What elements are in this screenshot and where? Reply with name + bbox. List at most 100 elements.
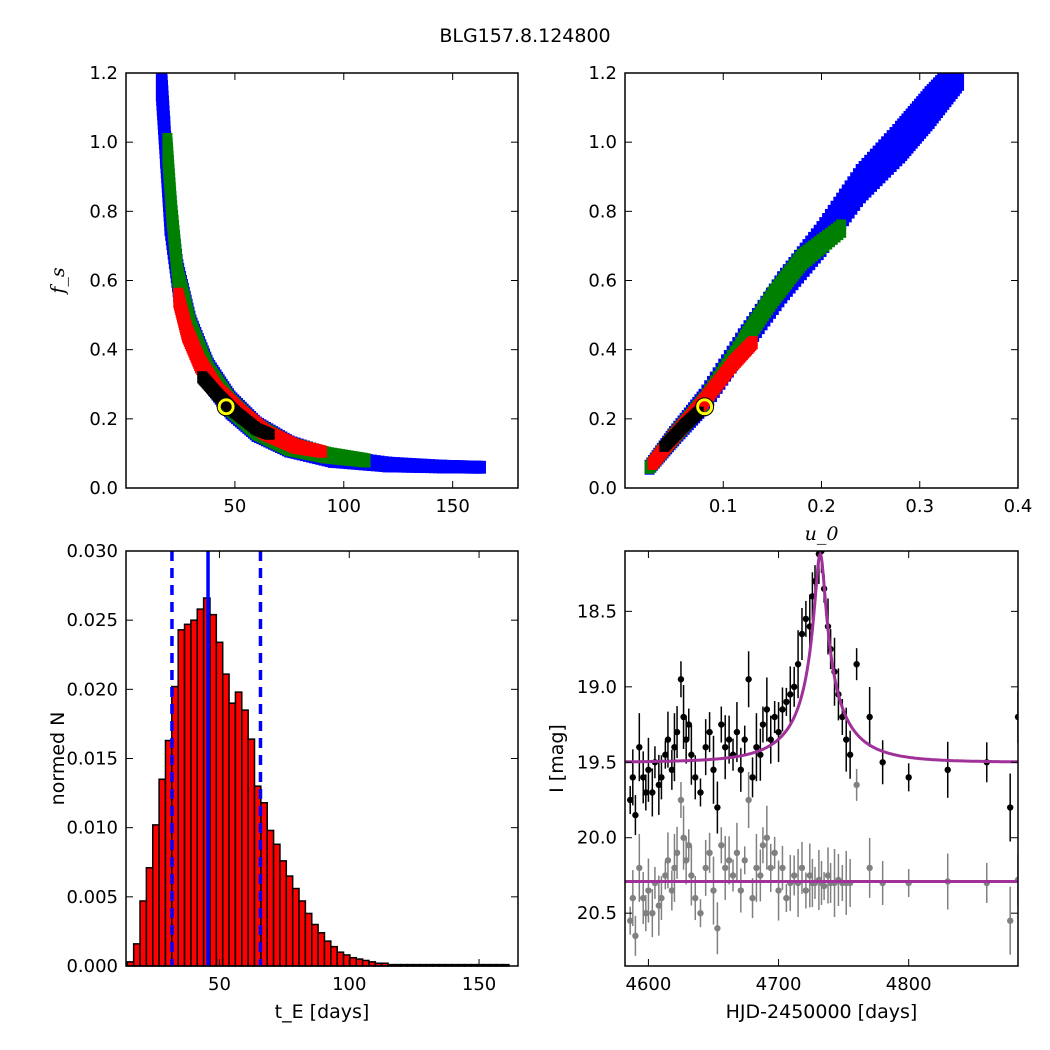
tE_vs_fs-frame [125,72,519,489]
u0_vs_fs-axes: 0.1 0.2 0.3 0.4 0.0 0.2 0.4 0.6 0.8 1.0 1.2 [588,63,1032,517]
histogram-bar [285,875,294,967]
data-point [629,774,637,781]
histogram-bar [247,738,256,967]
data-point [702,743,709,751]
data-point [737,887,745,894]
data-point [710,766,717,774]
tE_vs_fs-ylabel: f_s [47,267,69,296]
histogram-bar [215,641,224,967]
data-point [802,615,810,623]
tE_histogram-axes: 50 100 150 0.000 0.005 0.010 0.015 0.020 0.025 0.… [66,541,519,995]
x-tick-label: 0.2 [807,496,836,517]
data-point [714,925,721,932]
tE-histogram-bars [126,551,510,967]
data-point [645,887,652,894]
data-point [725,736,733,743]
data-point [767,864,774,872]
data-point [771,713,778,721]
data-point [843,736,850,743]
data-point [642,909,650,917]
histogram-bar [336,951,345,967]
data-point [662,872,669,879]
data-point [879,759,886,766]
data-point [790,683,798,691]
data-point [677,676,685,683]
data-point [673,849,681,857]
y-tick-label: 0.010 [66,818,118,839]
data-point [718,721,725,728]
data-point [718,842,725,849]
light_curve-ylabel: I [mag] [546,724,568,793]
data-point [779,706,786,713]
data-point [771,849,778,857]
data-point [798,630,806,638]
data-point [632,811,639,819]
histogram-bar [228,702,237,967]
light-curve-plot [625,551,1018,956]
y-tick-label: 0.2 [89,409,118,430]
y-tick-label: 0.015 [66,749,118,770]
light_curve-xlabel: HJD-2450000 [days] [726,1001,918,1023]
data-point [745,796,752,804]
x-tick-label: 4800 [886,974,932,995]
data-point [846,751,854,758]
data-point [729,872,737,879]
tE_histogram-ylabel: normed N [47,712,69,806]
x-tick-label: 0.1 [709,496,738,517]
y-tick-label: 0.6 [588,271,617,292]
y-tick-label: 1.0 [89,132,118,153]
data-point [632,932,639,940]
histogram-bar [151,824,160,967]
x-tick-label: 100 [327,496,361,517]
y-tick-label: 1.2 [89,63,118,84]
data-point [636,743,643,751]
y-tick-label: 0.005 [66,887,118,908]
x-tick-label: 150 [462,974,496,995]
y-tick-label: 0.0 [588,478,617,499]
data-point [757,751,764,758]
data-point [741,736,748,743]
data-point [824,872,832,879]
x-tick-label: 0.3 [905,496,934,517]
y-tick-label: 0.0 [89,478,118,499]
data-point [853,781,860,789]
y-tick-label: 0.030 [66,541,118,562]
data-point [645,766,652,774]
data-point [775,728,782,736]
y-tick-label: 0.6 [89,271,118,292]
u0_vs_fs-density [644,73,965,475]
x-tick-label: 0.4 [1004,496,1033,517]
x-tick-label: 4700 [756,974,802,995]
data-point [706,728,713,736]
y-tick-label: 20.0 [577,828,617,849]
data-point [682,857,690,864]
data-point [655,902,663,909]
histogram-bar [323,940,332,967]
light_curve-frame [624,550,1019,967]
best-fit-marker [217,398,235,416]
data-point [662,751,669,758]
histogram-bar [349,956,358,967]
histogram-bar [183,623,192,967]
data-point [673,728,681,736]
data-point [733,849,741,857]
data-point [636,864,643,872]
data-point [677,796,685,804]
contour-level-3sigma [162,132,371,468]
data-point [763,706,771,713]
data-point [787,691,794,698]
histogram-bar [221,673,230,967]
data-point [733,728,741,736]
data-point [692,894,699,902]
histogram-bar [266,829,275,967]
data-point [682,736,690,743]
figure-suptitle: BLG157.8.124800 [439,25,610,47]
y-tick-label: 19.5 [577,752,617,773]
data-point [745,676,752,683]
data-point [685,721,692,728]
tE_histogram-frame [125,550,519,967]
tE_histogram-xlabel: t_E [days] [275,1001,370,1023]
data-point [763,834,771,841]
x-tick-label: 150 [435,496,469,517]
